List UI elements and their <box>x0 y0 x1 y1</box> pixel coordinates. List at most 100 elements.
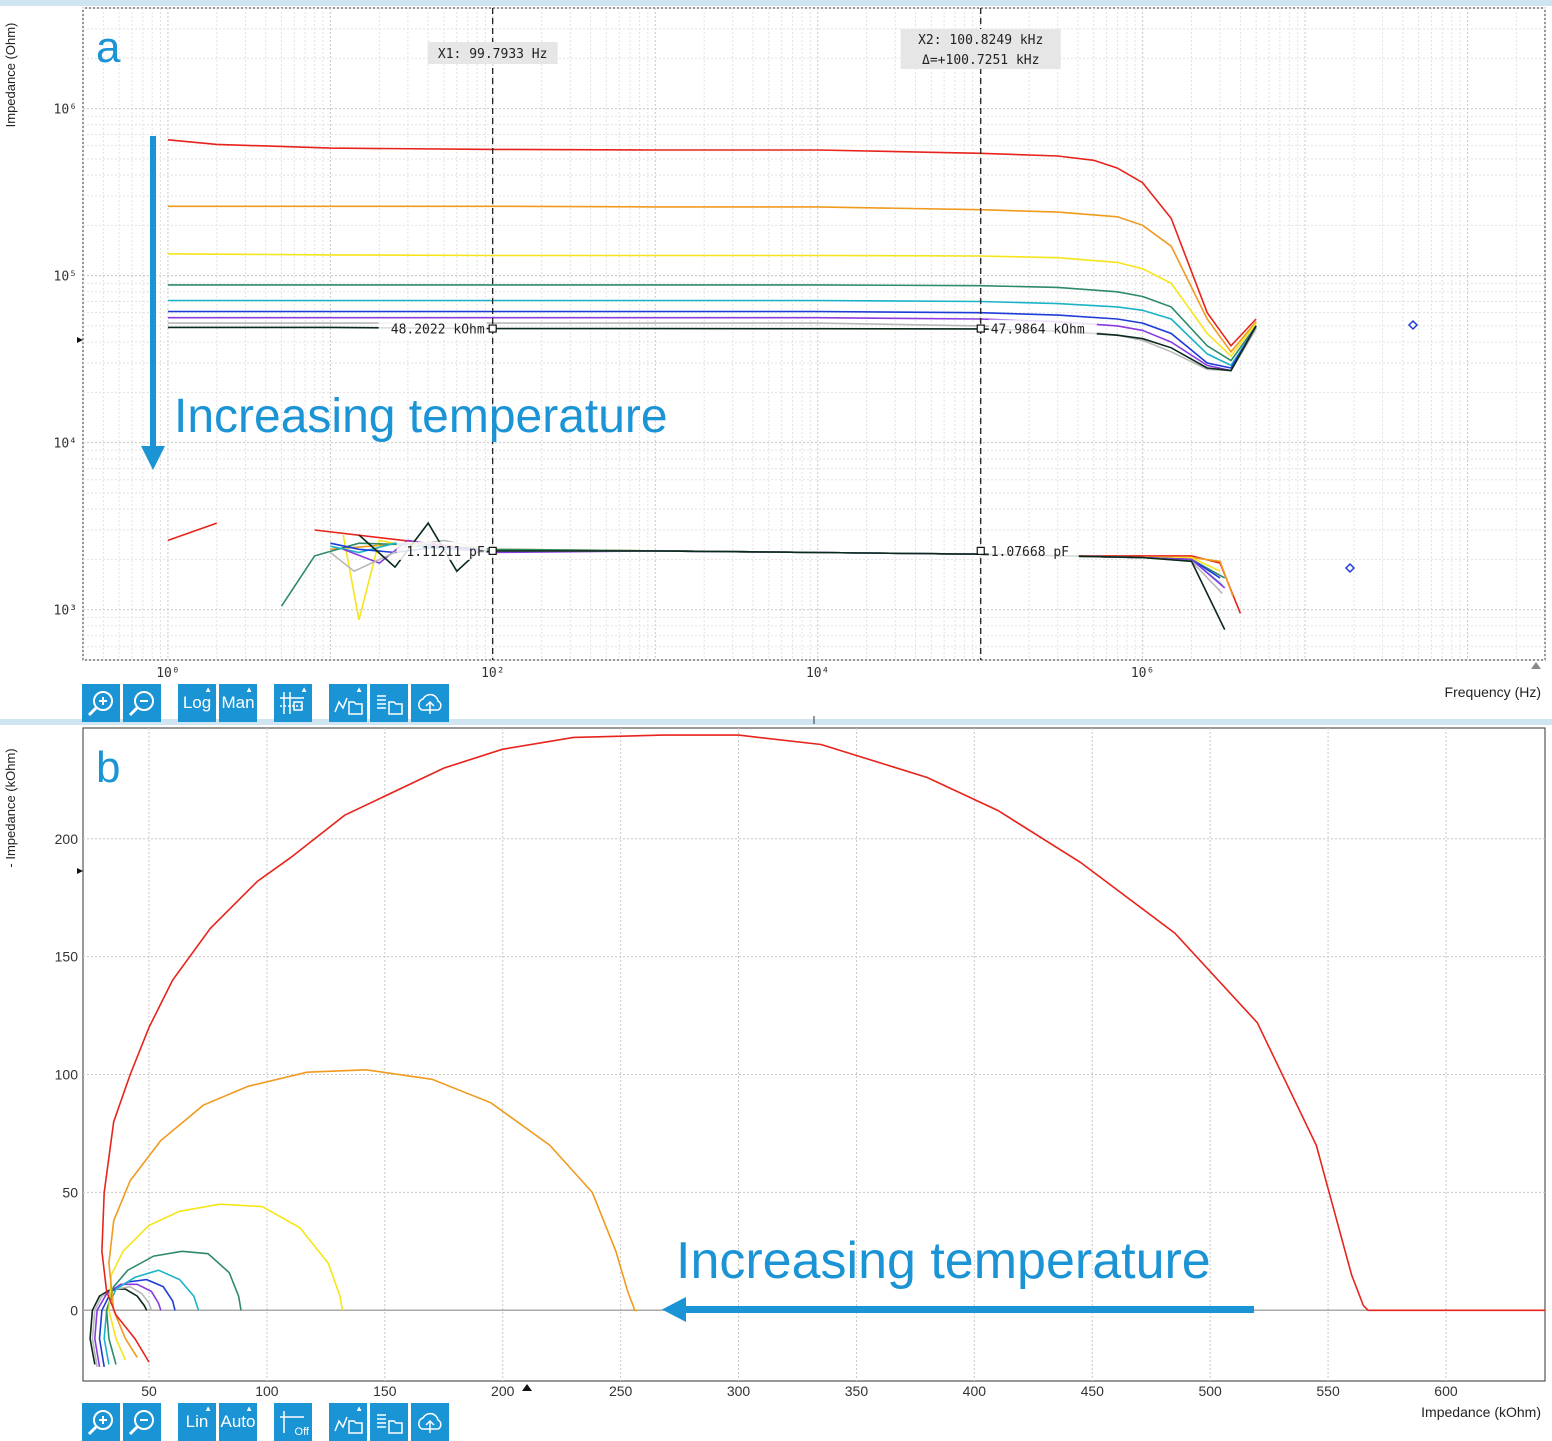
triangle-up-icon: ▲ <box>245 1404 253 1413</box>
y-scale-button[interactable]: Log ▲ <box>178 684 216 722</box>
panel-a-plot: 10⁰ 10² 10⁴ 10⁶ 10³ 10⁴ 10⁵ 10⁶ Frequency (Hz) Im… <box>3 7 1546 700</box>
x-axis-label: Impedance (kOhm) <box>1421 1404 1541 1420</box>
y-tick-label: 10³ <box>54 604 77 619</box>
x-tick-label: 100 <box>255 1383 279 1399</box>
save-data-button[interactable] <box>370 684 408 722</box>
marker-value-label: 47.9864 kOhm <box>991 323 1085 338</box>
y-tick-label: 10⁴ <box>54 437 77 452</box>
temperature-arrow-head <box>141 446 165 470</box>
y-scale-button[interactable]: Lin ▲ <box>178 1403 216 1441</box>
nyquist-series-line <box>108 1068 638 1358</box>
y-axis-label: Impedance (Ohm) <box>3 23 18 128</box>
nyquist-series-line <box>108 1203 344 1361</box>
cursor-marker <box>976 546 985 555</box>
zoom-out-button[interactable] <box>123 1403 161 1441</box>
x-tick-label: 500 <box>1198 1383 1222 1399</box>
cursor-marker <box>488 324 497 333</box>
grid-settings-icon <box>280 1411 304 1433</box>
range-mode-button[interactable]: Man ▲ <box>219 684 257 722</box>
x-tick-label: 550 <box>1316 1383 1340 1399</box>
grid-off-label: Off <box>294 1426 309 1438</box>
x-axis-marker <box>522 1384 532 1391</box>
y-axis-label: - Impedance (kOhm) <box>3 748 18 867</box>
save-data-button[interactable] <box>370 1403 408 1441</box>
save-plot-button[interactable]: ▲ <box>329 1403 367 1441</box>
range-mode-button[interactable]: Auto ▲ <box>219 1403 257 1441</box>
save-plot-button[interactable]: ▲ <box>329 684 367 722</box>
panel-b-toolbar: Lin ▲ Auto ▲ Off ▲ <box>82 1403 449 1441</box>
series-end-diamond <box>1407 319 1419 331</box>
impedance-series-line <box>167 205 1257 354</box>
nyquist-series-line <box>103 1269 200 1365</box>
temperature-arrow-head <box>662 1297 686 1322</box>
cursor-marker <box>976 324 985 333</box>
cursor-x1-label-box <box>427 42 558 64</box>
x-tick-label: 200 <box>491 1383 515 1399</box>
zoom-in-icon <box>87 691 113 717</box>
marker-value-label: 1.07668 pF <box>991 545 1069 560</box>
zoom-in-button[interactable] <box>82 684 120 722</box>
x-tick-label: 10⁶ <box>1131 666 1154 681</box>
x-tick-label: 50 <box>141 1383 157 1399</box>
y-tick-label: 10⁵ <box>54 270 77 285</box>
panel-b-frame <box>82 727 1546 1382</box>
zoom-in-button[interactable] <box>82 1403 120 1441</box>
x-axis-label: Frequency (Hz) <box>1445 684 1541 700</box>
upload-cloud-button[interactable] <box>411 1403 449 1441</box>
grid-settings-button[interactable]: Off <box>274 1403 312 1441</box>
triangle-up-icon: ▲ <box>355 1404 363 1413</box>
temperature-arrow-shaft <box>682 1306 1254 1313</box>
temperature-arrow-shaft <box>150 136 156 448</box>
nyquist-series-line <box>101 734 1545 1363</box>
y-tick-label: 200 <box>55 831 79 847</box>
x-tick-label: 10⁰ <box>156 666 179 681</box>
zoom-out-button[interactable] <box>123 684 161 722</box>
y-tick-label: 0 <box>70 1302 78 1318</box>
x-tick-label: 450 <box>1081 1383 1105 1399</box>
series-end-diamond <box>1344 562 1356 574</box>
y-scale-label: Lin <box>185 1412 209 1431</box>
triangle-up-icon: ▲ <box>300 685 308 694</box>
x-tick-label: 350 <box>845 1383 869 1399</box>
capacitance-series-line <box>167 522 218 542</box>
impedance-series-line <box>167 253 1257 358</box>
x-tick-label: 150 <box>373 1383 397 1399</box>
x-tick-label: 300 <box>727 1383 751 1399</box>
x-tick-label: 400 <box>963 1383 987 1399</box>
marker-value-label: 48.2022 kOhm <box>391 323 485 338</box>
cursor-x2-delta-label: Δ=+100.7251 kHz <box>922 53 1039 68</box>
cursor-x2-label-box <box>900 29 1061 69</box>
grid-settings-icon <box>280 692 304 714</box>
save-plot-icon <box>334 697 363 715</box>
marker-value-label: 1.11211 pF <box>406 545 484 560</box>
x-tick-label: 250 <box>609 1383 633 1399</box>
capacitance-series-line <box>358 521 1226 630</box>
zoom-in-icon <box>87 1410 113 1436</box>
nyquist-series-line <box>105 1250 242 1365</box>
triangle-up-icon: ▲ <box>204 1404 212 1413</box>
upload-cloud-icon <box>418 693 442 714</box>
range-mode-label: Man <box>221 693 255 712</box>
impedance-series-line <box>167 284 1257 362</box>
top-divider <box>0 0 1552 6</box>
x-tick-label: 10² <box>481 666 504 681</box>
triangle-up-icon: ▲ <box>355 685 363 694</box>
nyquist-series-line <box>93 1283 162 1368</box>
marker-label-bg <box>988 319 1097 338</box>
zoom-out-icon <box>128 1410 154 1436</box>
grid-settings-button[interactable]: ▲ <box>274 684 312 722</box>
x-tick-label: 600 <box>1434 1383 1458 1399</box>
increasing-temperature-label: Increasing temperature <box>676 1232 1211 1290</box>
panel-b-plot: 50 100 150 200 250 300 350 400 450 500 550 600 0 50 10… <box>3 727 1546 1420</box>
marker-label-bg <box>378 319 487 338</box>
panel-b-label: b <box>96 743 120 792</box>
upload-cloud-button[interactable] <box>411 684 449 722</box>
range-mode-label: Auto <box>220 1412 256 1431</box>
y-scale-label: Log <box>182 693 212 712</box>
y-tick-label: 100 <box>55 1067 79 1083</box>
panel-a-label: a <box>96 23 121 72</box>
increasing-temperature-label: Increasing temperature <box>174 390 668 443</box>
y-axis-marker <box>77 868 83 874</box>
save-data-icon <box>377 1414 403 1434</box>
